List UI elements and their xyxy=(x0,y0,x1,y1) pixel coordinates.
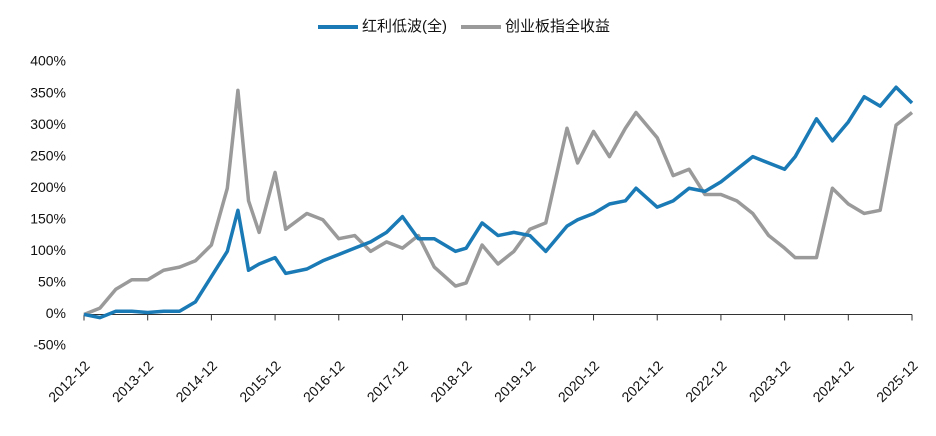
x-tick-label: 2023-12 xyxy=(746,357,794,405)
x-tick-label: 2013-12 xyxy=(109,357,157,405)
x-tick-label: 2022-12 xyxy=(682,357,730,405)
y-tick-label: 150% xyxy=(30,210,66,226)
x-tick-label: 2020-12 xyxy=(555,357,603,405)
x-tick-label: 2025-12 xyxy=(873,357,921,405)
y-tick-label: 350% xyxy=(30,84,66,100)
x-tick-label: 2021-12 xyxy=(618,357,666,405)
series-line xyxy=(83,85,914,320)
y-tick-label: 100% xyxy=(30,242,66,258)
y-tick-label: 50% xyxy=(38,274,66,290)
y-tick-label: 300% xyxy=(30,116,66,132)
legend-label: 红利低波(全) xyxy=(362,17,447,35)
x-tick-label: 2024-12 xyxy=(809,357,857,405)
y-tick-label: 0% xyxy=(46,305,66,321)
x-tick-label: 2016-12 xyxy=(300,357,348,405)
y-tick-label: 400% xyxy=(30,53,66,69)
series-line xyxy=(83,88,914,317)
x-tick-label: 2019-12 xyxy=(491,357,539,405)
x-tick-label: 2014-12 xyxy=(172,357,220,405)
x-tick-label: 2012-12 xyxy=(45,357,93,405)
x-tick-label: 2018-12 xyxy=(427,357,475,405)
y-tick-label: -50% xyxy=(33,337,66,353)
y-tick-label: 200% xyxy=(30,179,66,195)
legend-label: 创业板指全收益 xyxy=(505,17,610,35)
x-tick-label: 2015-12 xyxy=(236,357,284,405)
x-tick-label: 2017-12 xyxy=(364,357,412,405)
y-tick-label: 250% xyxy=(30,147,66,163)
